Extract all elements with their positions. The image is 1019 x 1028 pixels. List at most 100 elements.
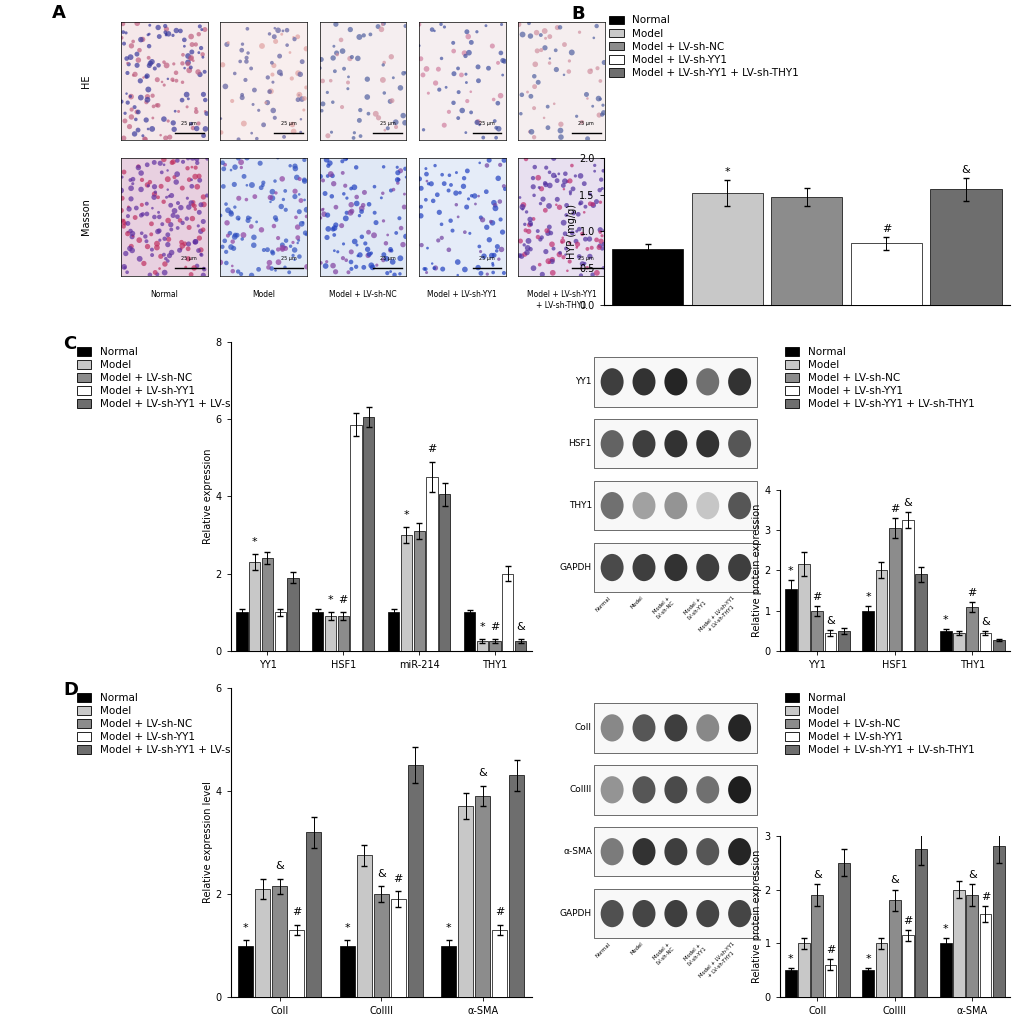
- Ellipse shape: [696, 492, 718, 519]
- Ellipse shape: [696, 776, 718, 804]
- Ellipse shape: [663, 368, 687, 396]
- Text: Model +
LV-sh-NC: Model + LV-sh-NC: [651, 595, 676, 619]
- Text: &: &: [516, 622, 525, 632]
- Text: #: #: [812, 592, 821, 601]
- Text: *: *: [723, 167, 730, 177]
- Bar: [611, 249, 683, 305]
- Text: Model +
LV-sh-NC: Model + LV-sh-NC: [651, 942, 676, 965]
- FancyBboxPatch shape: [593, 703, 756, 752]
- Bar: [785, 588, 796, 651]
- Bar: [236, 613, 248, 651]
- Y-axis label: Relative expression: Relative expression: [203, 448, 213, 544]
- Bar: [861, 970, 873, 997]
- Text: &: &: [903, 498, 911, 508]
- Text: #: #: [825, 946, 835, 955]
- Bar: [489, 641, 500, 651]
- Text: Normal: Normal: [151, 290, 178, 299]
- Bar: [464, 613, 475, 651]
- Ellipse shape: [663, 430, 687, 457]
- Text: *: *: [479, 622, 485, 632]
- Text: *: *: [243, 923, 249, 932]
- Legend: Normal, Model, Model + LV-sh-NC, Model + LV-sh-YY1, Model + LV-sh-YY1 + LV-sh-TH: Normal, Model, Model + LV-sh-NC, Model +…: [608, 15, 798, 78]
- Ellipse shape: [600, 492, 623, 519]
- Bar: [262, 558, 273, 651]
- Ellipse shape: [728, 430, 750, 457]
- Bar: [785, 970, 796, 997]
- Text: D: D: [63, 682, 77, 699]
- Ellipse shape: [728, 554, 750, 581]
- Ellipse shape: [696, 838, 718, 866]
- Bar: [400, 535, 412, 651]
- Bar: [426, 477, 437, 651]
- Ellipse shape: [600, 838, 623, 866]
- Text: Model +
LV-sh-YY1: Model + LV-sh-YY1: [682, 942, 707, 966]
- Bar: [850, 244, 921, 305]
- Text: *: *: [327, 594, 333, 604]
- Text: YY1: YY1: [575, 377, 591, 387]
- Text: THY1: THY1: [569, 501, 591, 510]
- Text: GAPDH: GAPDH: [559, 909, 591, 918]
- Text: *: *: [252, 537, 257, 547]
- Text: Model + LV-sh-YY1
+ LV-sh-THY1: Model + LV-sh-YY1 + LV-sh-THY1: [526, 290, 596, 309]
- Bar: [289, 930, 304, 997]
- Text: *: *: [787, 566, 793, 577]
- Text: &: &: [275, 860, 284, 871]
- Ellipse shape: [632, 900, 655, 927]
- Ellipse shape: [600, 368, 623, 396]
- Ellipse shape: [663, 714, 687, 741]
- Ellipse shape: [600, 430, 623, 457]
- Text: #: #: [880, 223, 891, 233]
- Bar: [475, 796, 490, 997]
- FancyBboxPatch shape: [593, 543, 756, 592]
- Bar: [306, 832, 321, 997]
- Text: *: *: [787, 954, 793, 963]
- Text: Masson: Masson: [82, 198, 91, 235]
- Bar: [811, 895, 822, 997]
- Legend: Normal, Model, Model + LV-sh-NC, Model + LV-sh-YY1, Model + LV-sh-YY1 + LV-sh-TH: Normal, Model, Model + LV-sh-NC, Model +…: [76, 346, 266, 409]
- Ellipse shape: [728, 492, 750, 519]
- Y-axis label: Relative expression level: Relative expression level: [203, 781, 213, 904]
- Bar: [274, 613, 285, 651]
- Bar: [888, 528, 900, 651]
- Ellipse shape: [600, 554, 623, 581]
- Text: #: #: [338, 594, 347, 604]
- Bar: [492, 930, 506, 997]
- Bar: [770, 196, 842, 305]
- FancyBboxPatch shape: [593, 481, 756, 530]
- Bar: [476, 641, 487, 651]
- Bar: [991, 846, 1004, 997]
- Ellipse shape: [663, 900, 687, 927]
- Text: A: A: [52, 4, 65, 23]
- Text: Model + LV-sh-YY1
+ LV-sh-THY1: Model + LV-sh-YY1 + LV-sh-THY1: [697, 595, 739, 637]
- Ellipse shape: [728, 368, 750, 396]
- Text: Model + LV-sh-NC: Model + LV-sh-NC: [329, 290, 396, 299]
- Text: &: &: [890, 876, 898, 885]
- Bar: [901, 520, 913, 651]
- Ellipse shape: [663, 492, 687, 519]
- Y-axis label: Relative protein expression: Relative protein expression: [751, 850, 761, 983]
- Ellipse shape: [728, 776, 750, 804]
- Ellipse shape: [600, 900, 623, 927]
- Text: *: *: [864, 592, 870, 601]
- Text: *: *: [942, 924, 948, 933]
- Bar: [408, 765, 423, 997]
- Text: #: #: [890, 504, 899, 514]
- Bar: [861, 611, 873, 651]
- Bar: [357, 855, 371, 997]
- Bar: [823, 965, 836, 997]
- Bar: [515, 641, 526, 651]
- Text: *: *: [404, 510, 409, 519]
- Bar: [413, 531, 424, 651]
- Bar: [325, 616, 336, 651]
- Bar: [914, 849, 926, 997]
- Bar: [978, 633, 990, 651]
- Y-axis label: HYP (mg/g): HYP (mg/g): [566, 204, 576, 259]
- Ellipse shape: [632, 554, 655, 581]
- Bar: [287, 578, 299, 651]
- Text: &: &: [967, 870, 975, 880]
- Ellipse shape: [663, 554, 687, 581]
- Bar: [798, 564, 809, 651]
- Legend: Normal, Model, Model + LV-sh-NC, Model + LV-sh-YY1, Model + LV-sh-YY1 + LV-sh-TH: Normal, Model, Model + LV-sh-NC, Model +…: [784, 346, 973, 409]
- Bar: [351, 425, 362, 651]
- Bar: [811, 611, 822, 651]
